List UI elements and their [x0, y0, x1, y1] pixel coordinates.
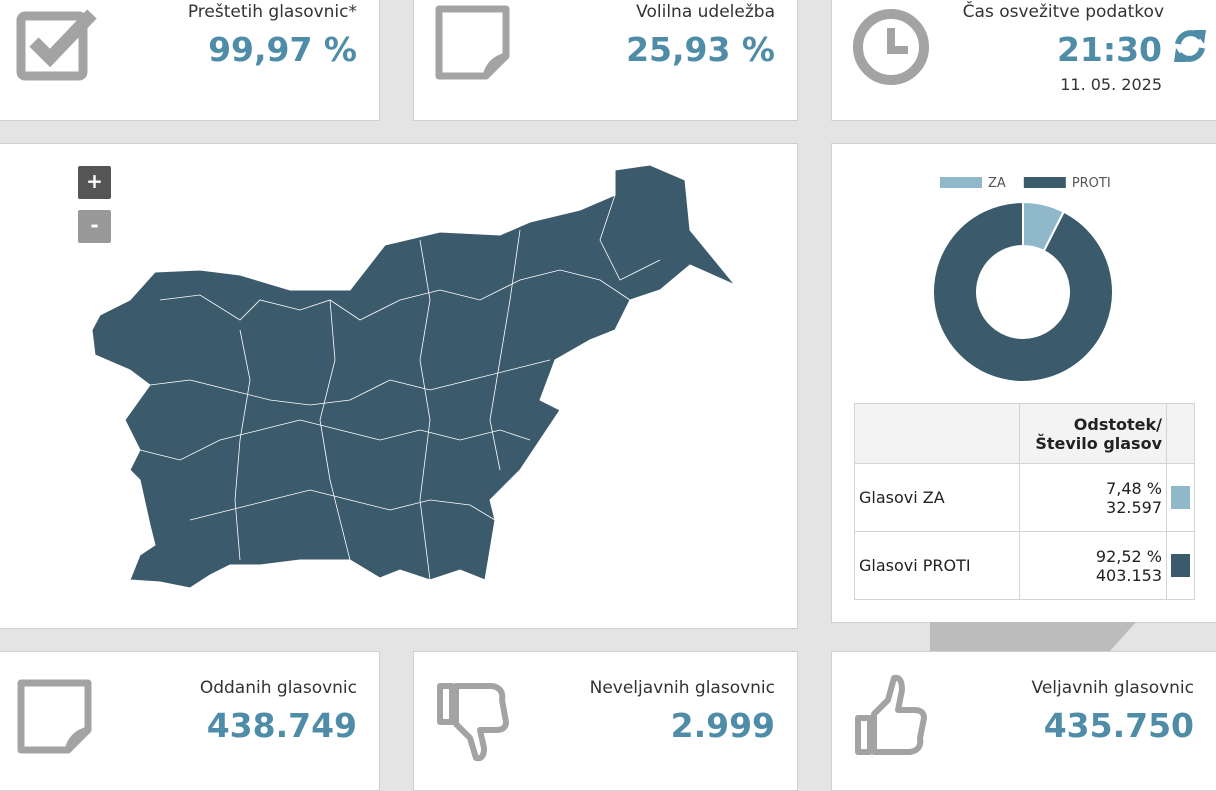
label: Volilna udeležba	[636, 2, 775, 22]
row-label: Glasovi ZA	[854, 463, 1020, 532]
legend-swatch	[1023, 177, 1066, 188]
value: 2.999	[670, 706, 775, 745]
value: 438.749	[206, 706, 357, 745]
label: Veljavnih glasovnic	[1031, 678, 1194, 698]
legend-label: PROTI	[1072, 176, 1111, 191]
date: 11. 05. 2025	[1060, 75, 1162, 94]
legend-label: ZA	[988, 176, 1006, 191]
icon-thumbs-up	[855, 674, 927, 755]
percent: 92,52 %	[1095, 546, 1162, 566]
card-refresh: Čas osvežitve podatkov 21:30 11. 05. 202…	[831, 0, 1216, 121]
map	[91, 164, 736, 589]
label: Oddanih glasovnic	[199, 678, 357, 698]
icon-ballot	[435, 5, 510, 80]
row-label: Glasovi PROTI	[854, 531, 1020, 600]
row-values: 92,52 % 403.153	[1019, 531, 1167, 600]
swatch-cell	[1166, 531, 1195, 600]
label: Čas osvežitve podatkov	[962, 2, 1164, 22]
icon-check	[16, 9, 97, 81]
count: 32.597	[1106, 497, 1162, 517]
header-line: Število glasov	[1035, 433, 1162, 453]
icon-thumbs-down	[437, 683, 509, 762]
icon-clock	[853, 9, 929, 85]
zoom-in-button[interactable]: +	[78, 166, 111, 199]
label: Neveljavnih glasovnic	[589, 678, 775, 698]
donut-slice	[932, 200, 1114, 383]
value: 25,93 %	[626, 30, 775, 69]
percent: 7,48 %	[1106, 478, 1162, 498]
header-line: Odstotek/	[1073, 414, 1162, 434]
swatch	[1171, 486, 1190, 509]
row-values: 7,48 % 32.597	[1019, 463, 1167, 532]
card-turnout: Volilna udeležba 25,93 %	[413, 0, 798, 121]
card-invalid: Neveljavnih glasovnic 2.999	[413, 651, 798, 791]
tab	[930, 622, 1136, 651]
swatch-cell	[1166, 463, 1195, 532]
card-map: + -	[0, 143, 798, 629]
header-cell: Odstotek/ Število glasov	[1019, 403, 1167, 464]
card-cast: Oddanih glasovnic 438.749	[0, 651, 380, 791]
donut-chart: ZA PROTI	[932, 176, 1114, 383]
time: 21:30	[1056, 30, 1162, 69]
icon-ballot	[17, 679, 92, 754]
card-counted: Preštetih glasovnic* 99,97 %	[0, 0, 380, 121]
map-region	[91, 164, 736, 589]
result-table: Odstotek/ Število glasov Glasovi ZA 7,48…	[854, 403, 1195, 600]
refresh-button[interactable]	[1170, 26, 1210, 66]
card-valid: Veljavnih glasovnic 435.750	[831, 651, 1216, 791]
value: 99,97 %	[208, 30, 357, 69]
value: 435.750	[1043, 706, 1194, 745]
map-borders	[139, 194, 661, 581]
count: 403.153	[1095, 565, 1162, 585]
zoom-out-button[interactable]: -	[78, 210, 111, 243]
legend-swatch	[940, 177, 982, 188]
header-cell	[854, 403, 1020, 464]
swatch	[1171, 554, 1190, 577]
label: Preštetih glasovnic*	[187, 2, 357, 22]
header-cell	[1166, 403, 1195, 464]
